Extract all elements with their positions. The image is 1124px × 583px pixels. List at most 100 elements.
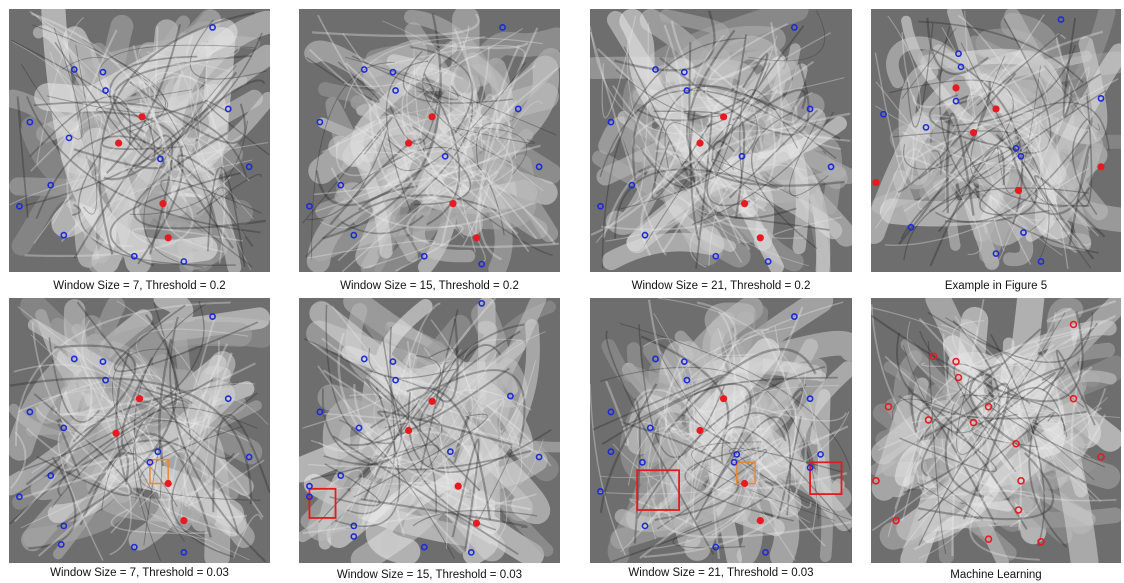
red-defect-ring [1069, 394, 1078, 403]
microscopy-image [9, 298, 270, 563]
red-defect-ring [969, 418, 978, 427]
blue-defect-marker [607, 118, 615, 126]
blue-defect-marker [652, 66, 659, 73]
blue-defect-marker [389, 358, 397, 365]
red-defect-dot [740, 479, 749, 488]
blue-defect-marker [957, 63, 965, 71]
red-defect-dot [454, 482, 462, 490]
blue-defect-marker [16, 202, 23, 210]
red-defect-ring [1014, 506, 1023, 514]
texture [871, 9, 1121, 270]
blue-defect-marker [360, 66, 368, 73]
red-defect-dot [405, 139, 413, 147]
panel-caption: Window Size = 15, Threshold = 0.2 [340, 280, 519, 292]
red-defect-dot [696, 426, 704, 435]
red-defect-ring [872, 477, 880, 485]
blue-defect-marker [683, 87, 691, 94]
panel-caption: Window Size = 21, Threshold = 0.03 [628, 567, 814, 579]
blue-defect-marker [389, 68, 397, 76]
red-defect-ring [1012, 439, 1020, 448]
red-defect-ring [884, 402, 893, 411]
blue-defect-marker [880, 110, 887, 118]
panel-2 [299, 9, 560, 272]
blue-defect-marker [154, 448, 162, 456]
blue-defect-marker [245, 453, 253, 461]
blue-defect-marker [57, 541, 65, 548]
microscopy-image [590, 9, 852, 272]
red-defect-dot [472, 234, 481, 242]
blue-defect-marker [730, 458, 738, 466]
red-defect-dot [164, 479, 172, 488]
blue-defect-marker [499, 24, 506, 31]
blue-defect-marker [646, 424, 654, 432]
blue-defect-marker [764, 258, 772, 265]
blue-defect-marker [350, 231, 358, 239]
red-defect-dot [992, 105, 1000, 113]
panel-caption: Window Size = 7, Threshold = 0.03 [50, 567, 229, 579]
panel-caption: Window Size = 21, Threshold = 0.2 [631, 280, 811, 292]
blue-defect-marker [99, 68, 107, 76]
blue-defect-marker [337, 472, 345, 479]
blue-defect-marker [306, 482, 313, 490]
red-defect-dot [756, 517, 764, 525]
red-defect-dot [159, 200, 167, 208]
blue-defect-marker [441, 152, 449, 160]
microscopy-image [871, 9, 1121, 272]
red-defect-dot [969, 129, 978, 137]
blue-defect-marker [392, 376, 399, 384]
blue-defect-marker [514, 105, 522, 113]
red-defect-dot [952, 84, 960, 92]
blue-defect-marker [316, 408, 324, 416]
red-defect-dot [180, 517, 188, 525]
panel-8 [871, 298, 1121, 563]
blue-defect-marker [350, 533, 358, 540]
red-defect-ring [1017, 477, 1025, 485]
blue-defect-marker [641, 522, 649, 530]
blue-defect-marker [712, 252, 720, 260]
blue-defect-marker [1097, 95, 1105, 102]
blue-defect-marker [316, 118, 324, 126]
blue-defect-marker [907, 223, 915, 231]
blue-defect-marker [180, 548, 188, 556]
blue-defect-marker [922, 123, 930, 131]
highlight-box-red [809, 461, 843, 496]
red-defect-dot [112, 429, 120, 437]
blue-defect-marker [130, 543, 138, 551]
blue-defect-marker [680, 358, 688, 365]
blue-defect-marker [209, 24, 216, 31]
blue-defect-marker [607, 408, 615, 416]
blue-defect-marker [60, 522, 68, 530]
blue-defect-marker [130, 252, 138, 260]
blue-defect-marker [628, 181, 636, 189]
red-defect-dot [720, 113, 728, 121]
blue-defect-marker [806, 105, 814, 113]
red-defect-dot [135, 395, 144, 403]
panel-3 [590, 9, 852, 272]
blue-defect-marker [306, 493, 313, 501]
blue-defect-marker [224, 105, 232, 113]
red-defect-dot [405, 426, 413, 435]
blue-defect-marker [680, 68, 688, 76]
blue-defect-marker [683, 376, 691, 384]
blue-defect-marker [535, 453, 543, 461]
red-defect-dot [428, 397, 436, 405]
blue-defect-marker [70, 66, 78, 73]
blue-defect-marker [478, 260, 486, 268]
texture [9, 298, 270, 563]
blue-defect-marker [224, 395, 232, 403]
blue-defect-marker [245, 163, 253, 171]
red-defect-dot [138, 113, 146, 121]
panel-4 [871, 9, 1121, 272]
panel-caption: Window Size = 7, Threshold = 0.2 [53, 280, 226, 292]
blue-defect-marker [955, 50, 962, 58]
blue-defect-marker [392, 87, 399, 94]
blue-defect-marker [535, 163, 543, 171]
blue-defect-marker [478, 299, 486, 307]
texture [590, 9, 852, 272]
red-defect-dot [720, 395, 728, 403]
blue-defect-marker [467, 548, 475, 556]
red-defect-ring [984, 402, 993, 411]
blue-defect-marker [827, 163, 835, 171]
blue-defect-marker [652, 355, 659, 363]
red-defect-dot [740, 200, 749, 208]
